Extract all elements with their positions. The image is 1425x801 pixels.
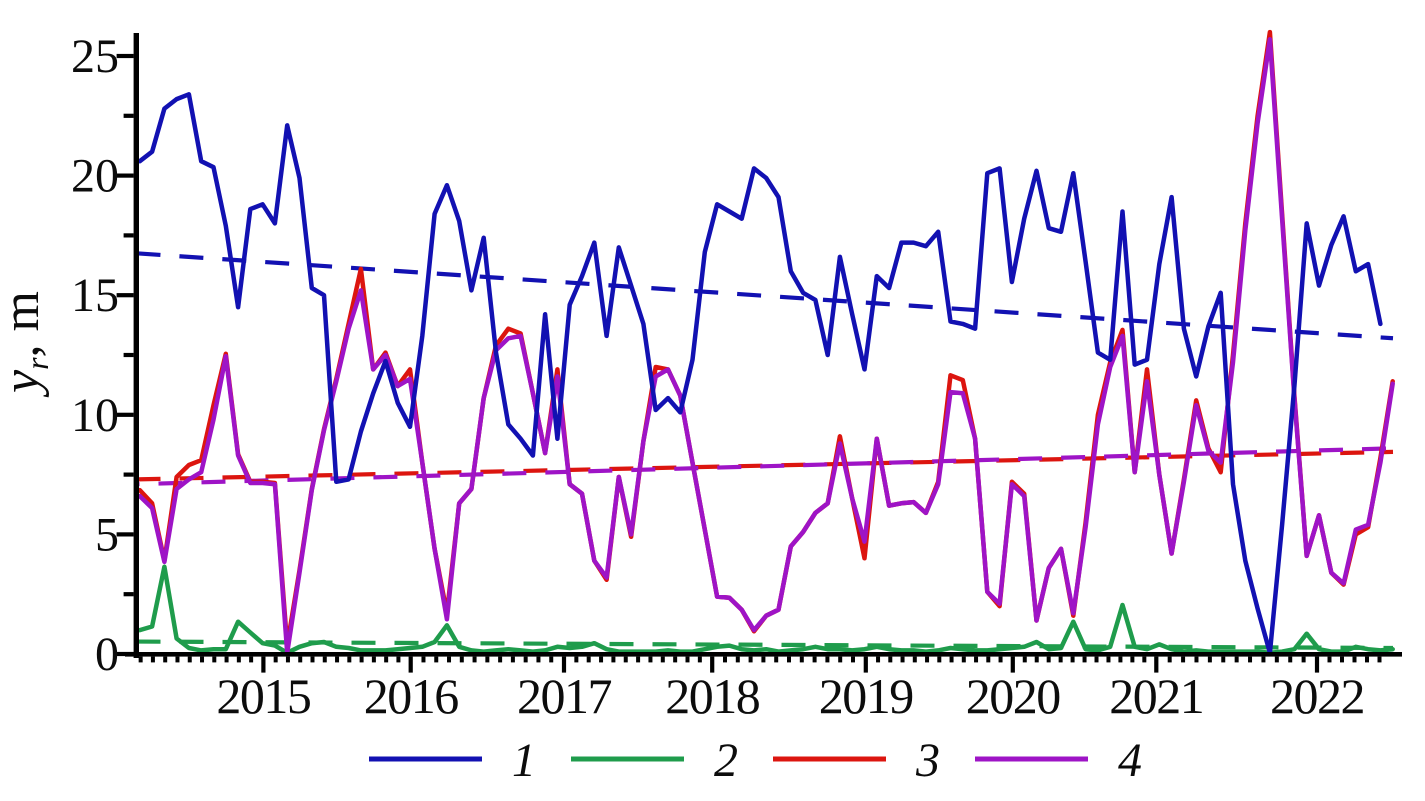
svg-text:1: 1 (512, 734, 536, 787)
svg-text:5: 5 (95, 508, 119, 561)
svg-text:2019: 2019 (819, 668, 913, 724)
svg-text:2016: 2016 (364, 668, 459, 724)
svg-text:2022: 2022 (1270, 668, 1364, 724)
svg-text:2021: 2021 (1109, 668, 1203, 724)
svg-text:4: 4 (1118, 734, 1142, 787)
svg-text:25: 25 (71, 30, 119, 83)
svg-text:2018: 2018 (665, 668, 760, 724)
svg-text:2020: 2020 (966, 668, 1061, 724)
svg-text:2: 2 (714, 734, 738, 787)
svg-text:2015: 2015 (216, 668, 311, 724)
svg-text:3: 3 (915, 734, 940, 787)
svg-text:10: 10 (71, 389, 119, 442)
svg-text:2017: 2017 (517, 668, 612, 724)
svg-text:15: 15 (71, 269, 119, 322)
svg-text:0: 0 (95, 628, 119, 681)
svg-text:yr, m: yr, m (0, 291, 55, 398)
svg-text:20: 20 (71, 150, 119, 203)
